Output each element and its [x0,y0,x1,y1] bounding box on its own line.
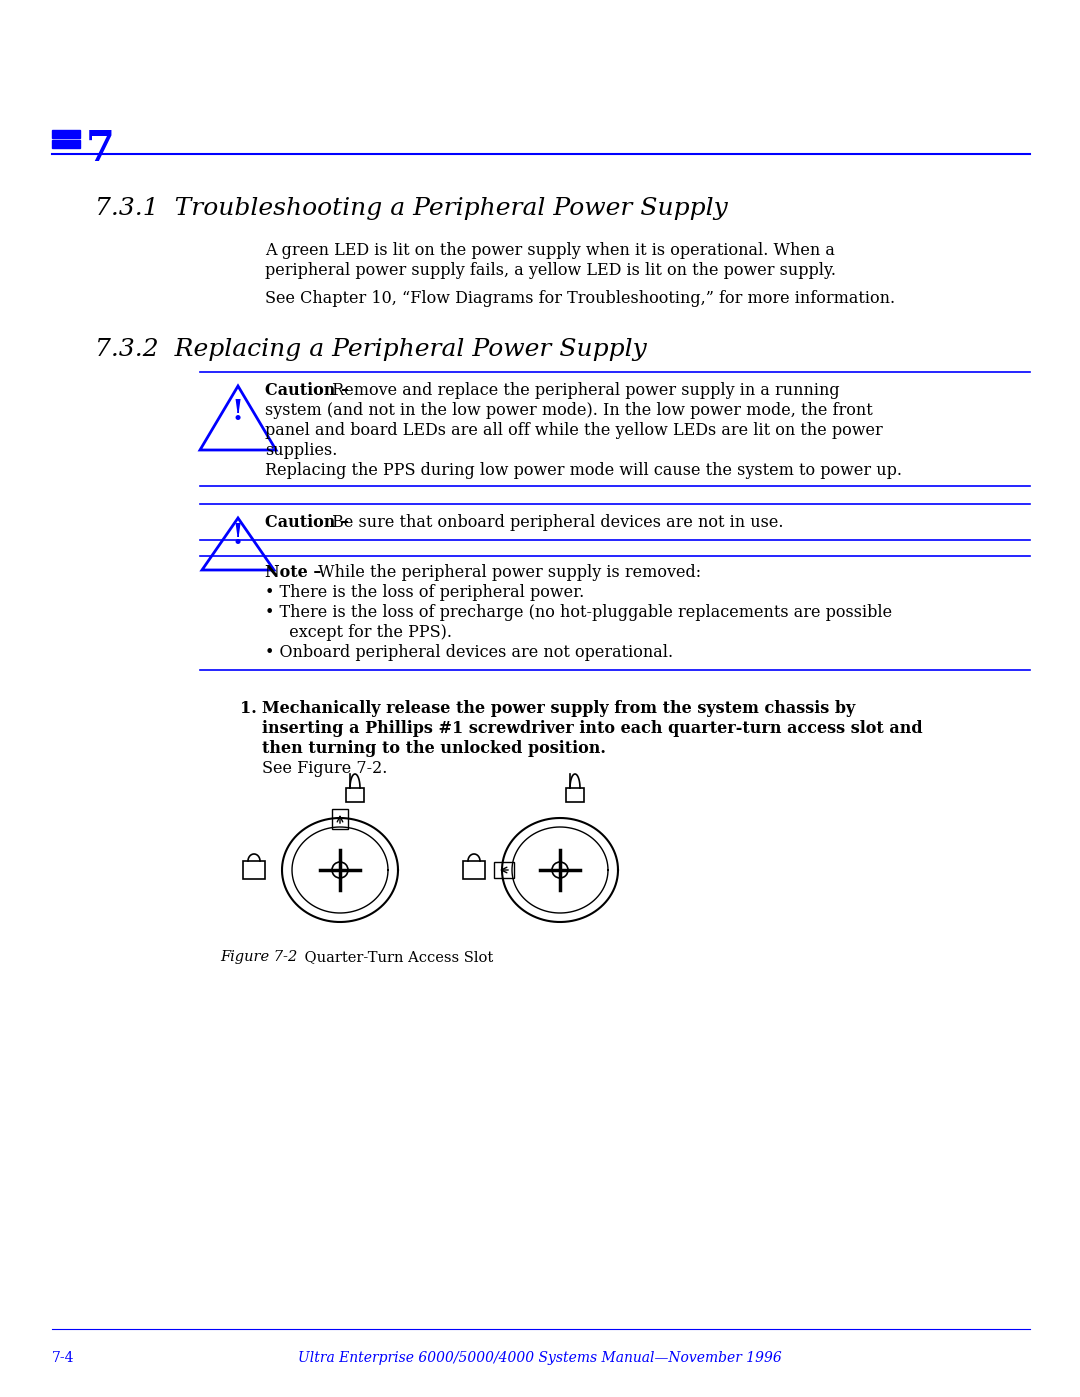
Text: supplies.: supplies. [265,441,337,460]
Text: except for the PPS).: except for the PPS). [279,624,453,641]
Text: See Chapter 10, “Flow Diagrams for Troubleshooting,” for more information.: See Chapter 10, “Flow Diagrams for Troub… [265,291,895,307]
Text: peripheral power supply fails, a yellow LED is lit on the power supply.: peripheral power supply fails, a yellow … [265,263,836,279]
Text: • There is the loss of precharge (no hot-pluggable replacements are possible: • There is the loss of precharge (no hot… [265,604,892,622]
Text: panel and board LEDs are all off while the yellow LEDs are lit on the power: panel and board LEDs are all off while t… [265,422,882,439]
Text: Mechanically release the power supply from the system chassis by: Mechanically release the power supply fr… [262,700,855,717]
Bar [494,862,514,877]
Circle shape [552,862,568,877]
Text: • There is the loss of peripheral power.: • There is the loss of peripheral power. [265,584,584,601]
Text: 7.3.2  Replacing a Peripheral Power Supply: 7.3.2 Replacing a Peripheral Power Suppl… [95,338,647,360]
Text: Be sure that onboard peripheral devices are not in use.: Be sure that onboard peripheral devices … [327,514,783,531]
Text: Note –: Note – [265,564,322,581]
Bar [243,861,265,879]
Text: Quarter-Turn Access Slot: Quarter-Turn Access Slot [286,950,494,964]
Text: • Onboard peripheral devices are not operational.: • Onboard peripheral devices are not ope… [265,644,673,661]
Text: system (and not in the low power mode). In the low power mode, the front: system (and not in the low power mode). … [265,402,873,419]
Text: Caution –: Caution – [265,514,349,531]
Text: 7-4: 7-4 [52,1351,75,1365]
Text: 7.3.1  Troubleshooting a Peripheral Power Supply: 7.3.1 Troubleshooting a Peripheral Power… [95,197,728,219]
Text: inserting a Phillips #1 screwdriver into each quarter-turn access slot and: inserting a Phillips #1 screwdriver into… [262,719,922,738]
Text: Figure 7-2: Figure 7-2 [220,950,297,964]
Text: Remove and replace the peripheral power supply in a running: Remove and replace the peripheral power … [327,381,839,400]
Text: then turning to the unlocked position.: then turning to the unlocked position. [262,740,606,757]
Text: Replacing the PPS during low power mode will cause the system to power up.: Replacing the PPS during low power mode … [265,462,902,479]
Text: !: ! [232,522,244,550]
Text: !: ! [232,400,244,426]
Text: Ultra Enterprise 6000/5000/4000 Systems Manual—November 1996: Ultra Enterprise 6000/5000/4000 Systems … [298,1351,782,1365]
Text: Caution –: Caution – [265,381,349,400]
Bar [463,861,485,879]
Bar [52,140,80,148]
Text: A green LED is lit on the power supply when it is operational. When a: A green LED is lit on the power supply w… [265,242,835,258]
Bar [566,788,584,802]
Text: 1.: 1. [240,700,257,717]
Bar [332,809,348,828]
Bar [52,130,80,138]
Text: See Figure 7-2.: See Figure 7-2. [262,760,388,777]
Text: While the peripheral power supply is removed:: While the peripheral power supply is rem… [313,564,701,581]
Text: 7: 7 [86,129,114,170]
Circle shape [332,862,348,877]
Bar [346,788,364,802]
